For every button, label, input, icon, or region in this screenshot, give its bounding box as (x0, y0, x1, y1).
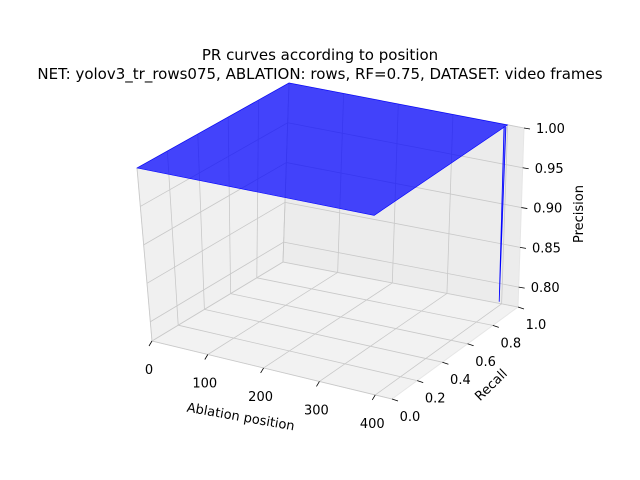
grid-x-floor (151, 261, 284, 342)
pr-surface (136, 82, 509, 302)
x-tick-label: 100 (192, 377, 217, 392)
tick-mark (204, 354, 209, 360)
tick-mark (467, 343, 474, 347)
tick-mark (519, 246, 527, 249)
y-tick-label: 0.8 (500, 336, 521, 351)
tick-mark (371, 394, 376, 401)
surface-plane (136, 82, 509, 216)
tick-mark (442, 361, 449, 365)
tick-marks (148, 127, 531, 402)
x-tick-label: 0 (145, 363, 153, 378)
y-tick-label: 0.0 (400, 410, 421, 425)
tick-mark (391, 398, 399, 402)
x-tick-label: 300 (304, 404, 329, 419)
y-tick-label: 0.2 (425, 392, 446, 407)
chart-subtitle: NET: yolov3_tr_rows075, ABLATION: rows, … (37, 65, 603, 83)
grid-x-floor (375, 303, 502, 396)
grid-z-left (150, 241, 284, 323)
z-tick-label: 0.85 (532, 241, 561, 256)
grid-x-floor (263, 282, 393, 369)
tick-labels: 0 100 200 300 400 0.0 0.2 0.4 0.6 0.8 1.0 0.80 0.85 0… (145, 122, 565, 432)
surface-dip (498, 126, 507, 302)
grid-y-floor (230, 293, 468, 345)
z-tick-label: 0.90 (533, 202, 562, 217)
tick-mark (523, 127, 531, 130)
x-tick-label: 200 (248, 390, 273, 405)
grid-x-back (501, 124, 509, 304)
tick-mark (417, 380, 424, 383)
grid-x-floor (319, 293, 448, 382)
grid-y-floor (178, 324, 418, 381)
tick-mark (522, 167, 529, 170)
tick-mark (517, 306, 525, 310)
y-tick-label: 0.4 (450, 373, 471, 388)
tick-mark (521, 207, 528, 209)
tick-mark (148, 340, 153, 347)
grid-y-left (136, 167, 153, 342)
y-tick-label: 0.6 (475, 355, 496, 370)
grid-y-floor (256, 277, 493, 326)
grid-y-floor (282, 261, 519, 308)
y-tick-label: 1.0 (526, 318, 547, 333)
tick-mark (316, 381, 320, 387)
tick-mark (260, 367, 264, 374)
chart-title: PR curves according to position (201, 46, 439, 64)
grid-x-floor (207, 272, 338, 355)
z-tick-label: 1.00 (536, 122, 565, 137)
grid-y-floor (151, 340, 393, 400)
z-tick-label: 0.80 (531, 281, 560, 296)
x-axis-label: Ablation position (186, 401, 296, 435)
tick-mark (492, 325, 499, 328)
grid-z-left (146, 201, 286, 284)
x-tick-label: 400 (360, 417, 385, 432)
grid-y-floor (204, 309, 443, 363)
grid-z-back (283, 241, 519, 288)
grid-y-left (167, 150, 179, 326)
tick-mark (518, 286, 525, 289)
grid-z-back (284, 201, 521, 248)
z-tick-label: 0.95 (535, 162, 564, 177)
z-axis-label: Precision (572, 185, 587, 243)
y-axis-label: Recall (472, 367, 510, 405)
